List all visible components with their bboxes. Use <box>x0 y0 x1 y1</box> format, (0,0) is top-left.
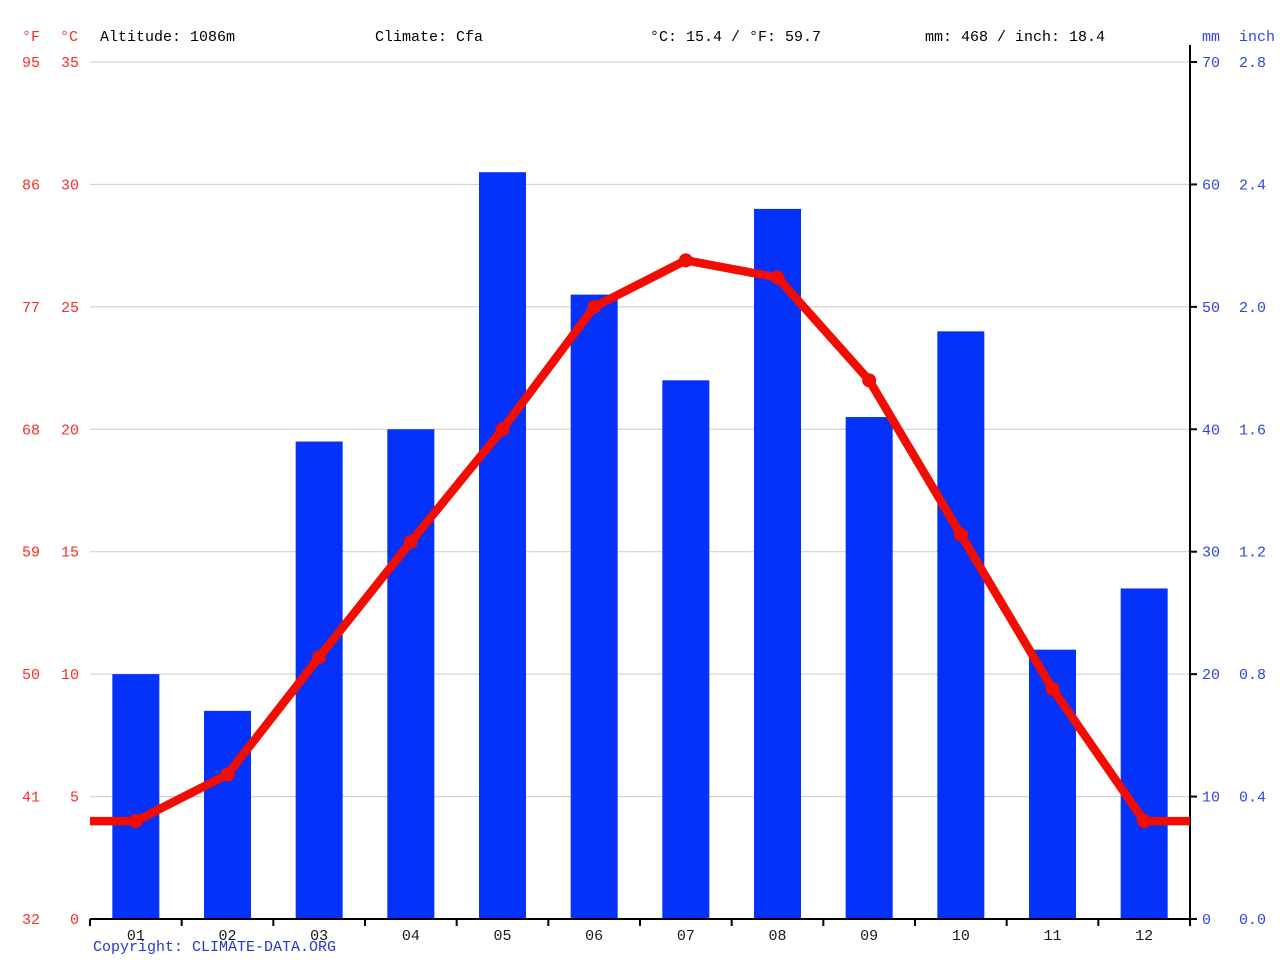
f-axis-tick-label: 86 <box>22 177 40 194</box>
f-unit-header: °F <box>21 29 40 46</box>
f-axis-tick-label: 50 <box>22 667 40 684</box>
copyright-link[interactable]: Copyright: CLIMATE-DATA.ORG <box>93 939 337 956</box>
c-axis-tick-label: 25 <box>61 300 79 317</box>
precipitation-bar <box>937 331 985 919</box>
temperature-point <box>1137 814 1152 829</box>
temperature-point <box>587 299 602 314</box>
month-label: 10 <box>952 928 970 945</box>
mm-axis-tick-label: 40 <box>1202 422 1220 439</box>
precipitation-bar <box>570 294 618 920</box>
temperature-point <box>678 253 693 268</box>
c-axis-tick-label: 35 <box>61 55 79 72</box>
temperature-point <box>128 814 143 829</box>
inch-axis-tick-label: 0.0 <box>1239 912 1266 929</box>
precipitation-bar <box>845 417 893 919</box>
mean-temperature-label: °C: 15.4 / °F: 59.7 <box>650 29 822 46</box>
inch-axis-tick-label: 2.8 <box>1239 55 1266 72</box>
f-axis-tick-label: 95 <box>22 55 40 72</box>
mm-axis-tick-label: 60 <box>1202 177 1220 194</box>
month-label: 08 <box>768 928 786 945</box>
mm-axis-tick-label: 30 <box>1202 545 1220 562</box>
f-axis-tick-label: 59 <box>22 545 40 562</box>
month-label: 12 <box>1135 928 1153 945</box>
month-label: 03 <box>310 928 328 945</box>
temperature-point <box>953 527 968 542</box>
f-axis-tick-label: 68 <box>22 422 40 439</box>
month-label: 07 <box>677 928 695 945</box>
month-label: 02 <box>218 928 236 945</box>
climate-classification-label: Climate: Cfa <box>375 29 484 46</box>
month-label: 06 <box>585 928 603 945</box>
temperature-point <box>1045 681 1060 696</box>
mm-axis-tick-label: 0 <box>1202 912 1211 929</box>
temperature-point <box>312 650 327 665</box>
inch-axis-tick-label: 1.6 <box>1239 422 1266 439</box>
inch-axis-tick-label: 0.4 <box>1239 790 1266 807</box>
inch-axis-tick-label: 2.0 <box>1239 300 1266 317</box>
total-precipitation-label: mm: 468 / inch: 18.4 <box>925 29 1106 46</box>
c-axis-tick-label: 15 <box>61 545 79 562</box>
temperature-point <box>862 373 877 388</box>
temperature-point <box>220 767 235 782</box>
c-axis-tick-label: 5 <box>70 790 79 807</box>
precipitation-bar <box>112 674 160 919</box>
month-label: 09 <box>860 928 878 945</box>
precipitation-bar <box>204 710 251 919</box>
inch-axis-tick-label: 2.4 <box>1239 177 1266 194</box>
precipitation-bar <box>387 429 435 919</box>
c-axis-tick-label: 30 <box>61 177 79 194</box>
c-axis-tick-label: 20 <box>61 422 79 439</box>
precipitation-bar <box>754 208 801 919</box>
precipitation-bar <box>662 380 710 919</box>
mm-unit-header: mm <box>1202 29 1221 46</box>
temperature-point <box>495 422 510 437</box>
f-axis-tick-label: 77 <box>22 300 40 317</box>
altitude-label: Altitude: 1086m <box>100 29 236 46</box>
inch-axis-tick-label: 1.2 <box>1239 545 1266 562</box>
temperature-point <box>770 270 785 285</box>
month-label: 11 <box>1043 928 1061 945</box>
mm-axis-tick-label: 20 <box>1202 667 1220 684</box>
c-axis-tick-label: 0 <box>70 912 79 929</box>
inch-unit-header: inch <box>1239 29 1276 46</box>
f-axis-tick-label: 32 <box>22 912 40 929</box>
inch-axis-tick-label: 0.8 <box>1239 667 1266 684</box>
mm-axis-tick-label: 70 <box>1202 55 1220 72</box>
month-label: 04 <box>402 928 420 945</box>
temperature-line <box>90 256 1190 826</box>
mm-axis-tick-label: 50 <box>1202 300 1220 317</box>
temperature-point <box>403 534 418 549</box>
month-label: 01 <box>127 928 145 945</box>
c-axis-tick-label: 10 <box>61 667 79 684</box>
c-unit-header: °C <box>59 29 78 46</box>
precipitation-bar <box>1120 588 1168 919</box>
mm-axis-tick-label: 10 <box>1202 790 1220 807</box>
f-axis-tick-label: 41 <box>22 790 40 807</box>
precipitation-bar <box>479 172 526 919</box>
month-label: 05 <box>493 928 511 945</box>
